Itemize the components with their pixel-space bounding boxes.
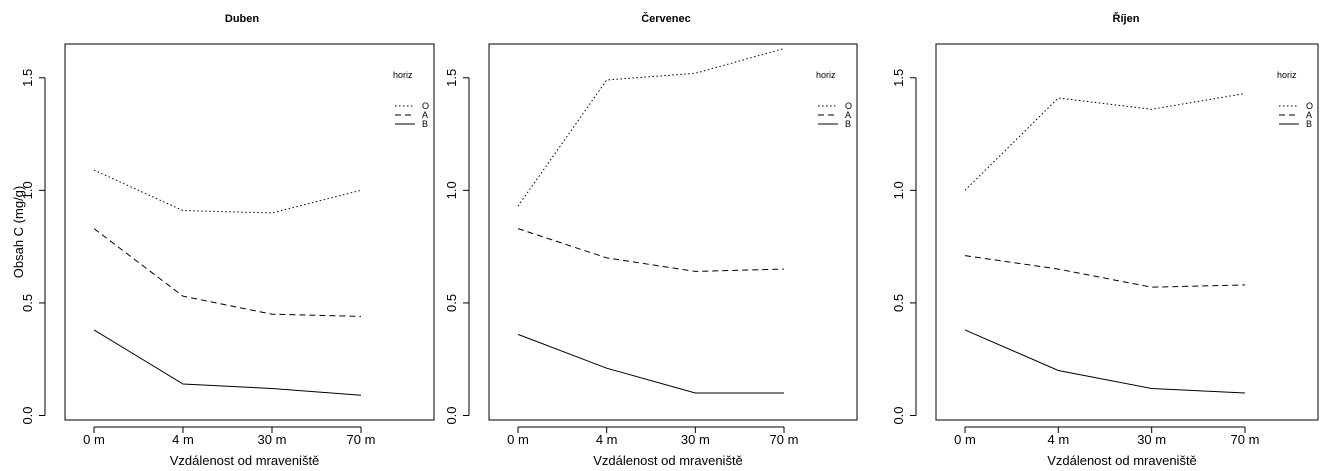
x-axis-label: Vzdálenost od mraveniště [170,453,320,468]
y-tick-label: 0.5 [444,294,459,312]
y-tick-label: 0.0 [20,406,35,424]
chart-panel-2: Červenec 0.0 0.5 1.0 1.5 0 m 4 m 30 m 70 m Vzdále… [444,12,858,468]
x-tick-label: 0 m [507,432,529,447]
series-line-A [93,228,362,317]
x-tick-label: 0 m [83,432,105,447]
y-tick-label: 1.0 [444,181,459,199]
y-tick-label: 0.0 [891,406,906,424]
series-line-A [964,255,1246,288]
y-tick-label: 0.0 [444,406,459,424]
y-tick-label: 1.5 [20,69,35,87]
plot-frame [935,43,1319,421]
x-axis-label: Vzdálenost od mraveniště [1047,453,1197,468]
legend-title: horiz [816,70,836,80]
legend-label-B: B [1306,119,1312,129]
legend-label-A: A [845,110,851,120]
series-line-O [93,169,362,214]
x-tick-label: 30 m [681,432,710,447]
legend-label-O: O [422,101,429,111]
chart-title: Červenec [641,12,691,25]
series-line-A [517,228,785,272]
legend-label-A: A [422,110,428,120]
series-line-B [517,333,784,394]
series-line-O [964,93,1246,191]
legend-label-B: B [422,119,428,129]
y-tick-label: 0.5 [891,294,906,312]
chart-title: Duben [225,13,260,25]
legend-label-O: O [845,101,852,111]
x-tick-label: 70 m [770,432,799,447]
chart-panel-3: Říjen 0.0 0.5 1.0 1.5 0 m 4 m 30 m 70 m Vzdálenos… [891,12,1319,468]
y-axis-label: Obsah C (mg/g) [11,186,26,278]
y-tick-label: 1.5 [444,69,459,87]
y-tick-label: 0.5 [20,294,35,312]
chart-title: Říjen [1113,12,1140,25]
plot-frame [488,43,858,421]
x-tick-label: 4 m [1047,432,1069,447]
y-tick-label: 1.0 [891,181,906,199]
x-axis-label: Vzdálenost od mraveniště [593,453,743,468]
x-tick-label: 0 m [954,432,976,447]
x-tick-label: 4 m [172,432,194,447]
legend-label-O: O [1306,101,1313,111]
y-tick-label: 1.0 [20,181,35,199]
plot-frame [64,43,435,421]
series-line-O [517,48,785,207]
y-tick-label: 1.5 [891,69,906,87]
x-tick-label: 70 m [347,432,376,447]
legend-title: horiz [393,70,413,80]
legend-title: horiz [1277,70,1297,80]
x-tick-label: 70 m [1231,432,1260,447]
legend-label-B: B [845,119,851,129]
series-line-B [93,329,362,396]
x-tick-label: 4 m [596,432,618,447]
legend-label-A: A [1306,110,1312,120]
x-tick-label: 30 m [258,432,287,447]
x-tick-label: 30 m [1137,432,1166,447]
chart-panel-1: Duben 0.0 0.5 1.0 1.5 Obsah C (mg/g) 0 m 4 m 30 … [11,13,435,468]
series-line-B [964,329,1246,394]
